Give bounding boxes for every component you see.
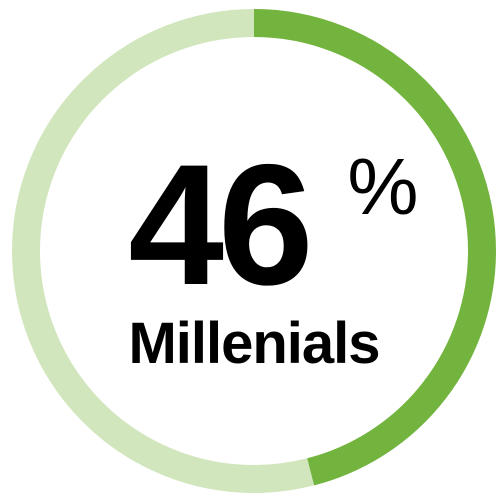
donut-ring bbox=[12, 9, 496, 493]
center-label: Millenials bbox=[128, 311, 379, 376]
donut-segment-remainder bbox=[12, 9, 496, 493]
center-value: 46 bbox=[128, 129, 308, 321]
center-unit: % bbox=[347, 142, 418, 231]
